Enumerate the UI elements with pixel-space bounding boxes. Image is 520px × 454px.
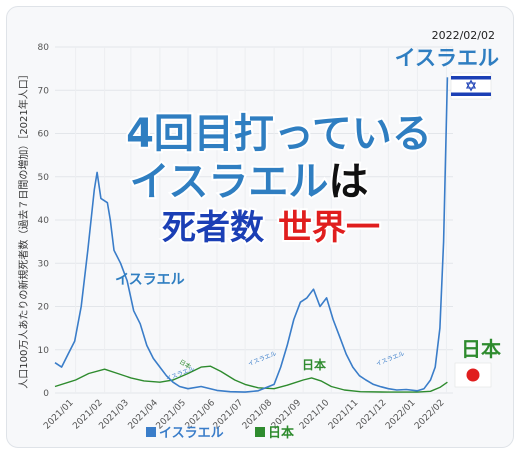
y-tick-label: 10	[38, 346, 50, 356]
japan-wave-label: 日本	[302, 357, 326, 372]
israel-small-label-3: イスラエル	[375, 350, 405, 368]
y-tick-label: 70	[38, 86, 50, 96]
headline-line2-blue: イスラエル	[130, 159, 329, 205]
series-lines	[54, 77, 449, 393]
x-tick-label: 2021/12	[355, 398, 389, 432]
x-tick-label: 2022/02	[413, 398, 447, 432]
headline-line3-red2: 世界一	[278, 208, 380, 248]
israel-top-label: イスラエル	[395, 46, 499, 70]
series-line-israel	[54, 77, 449, 393]
y-tick-label: 20	[38, 303, 50, 313]
y-tick-label: 60	[38, 130, 50, 140]
israel-small-label-1: イスラエル	[165, 365, 195, 383]
x-tick-label: 2021/01	[42, 398, 76, 432]
headline-line3: 死者数 世界一	[162, 208, 380, 248]
x-tick-label: 2021/10	[298, 398, 332, 432]
headline-line1: 4回目打っている	[126, 111, 432, 157]
x-tick-label: 2022/01	[384, 398, 418, 432]
y-tick-label: 80	[38, 43, 50, 53]
israel-flag-icon	[450, 72, 492, 100]
headline-line2-black: は	[328, 159, 368, 205]
israel-wave-label: イスラエル	[115, 272, 185, 288]
japan-flag-icon	[454, 362, 492, 388]
y-tick-label: 30	[38, 259, 50, 269]
y-tick-label: 40	[38, 216, 50, 226]
chart-card: 0 10 20 30 40 50 60 70 80 2021/01 2021/02 2021/03 2…	[6, 6, 514, 448]
x-tick-labels: 2021/012021/022021/032021/042021/052021/…	[42, 398, 446, 432]
legend-swatch-israel	[146, 427, 156, 437]
legend-label-japan: 日本	[268, 425, 294, 441]
grid	[55, 46, 453, 394]
date-label: 2022/02/02	[432, 29, 495, 42]
series-line-japan	[54, 365, 448, 393]
legend-swatch-japan	[255, 427, 265, 437]
israel-small-label-2: イスラエル	[247, 350, 277, 368]
y-axis-label: 人口100万人あたりの新規死者数（過去７日間の増加）［2021年人口］	[17, 69, 30, 389]
japan-right-label: 日本	[461, 337, 501, 361]
x-tick-label: 2021/04	[126, 398, 160, 432]
legend-label-israel: イスラエル	[159, 426, 224, 441]
chart-svg: 0 10 20 30 40 50 60 70 80 2021/012021/022021/032…	[17, 29, 501, 441]
y-tick-labels: 0 10 20 30 40 50 60 70 80	[38, 43, 50, 399]
x-tick-label: 2021/11	[327, 398, 361, 432]
headline-line2: イスラエルは	[130, 159, 369, 205]
legend: イスラエル 日本	[146, 425, 294, 441]
y-tick-label: 50	[38, 173, 50, 183]
y-tick-label: 0	[43, 389, 49, 399]
headline-line3-red1: 死者数	[162, 208, 264, 248]
